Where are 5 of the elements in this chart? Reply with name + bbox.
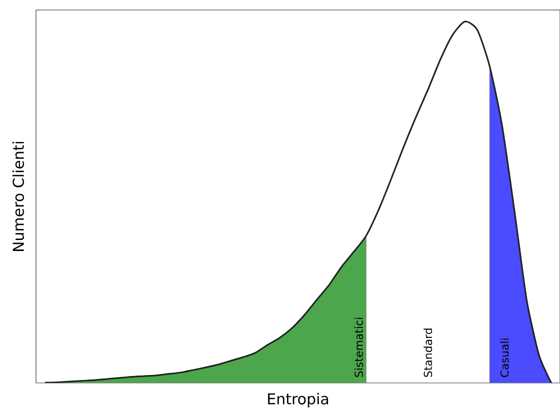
x-axis-title: Entropia	[268, 392, 328, 408]
annotation: Sistematici	[354, 318, 363, 377]
annotation: Casuali	[500, 338, 509, 378]
y-axis-title: Numero Clienti	[12, 142, 24, 251]
annotation: Standard	[424, 328, 432, 377]
